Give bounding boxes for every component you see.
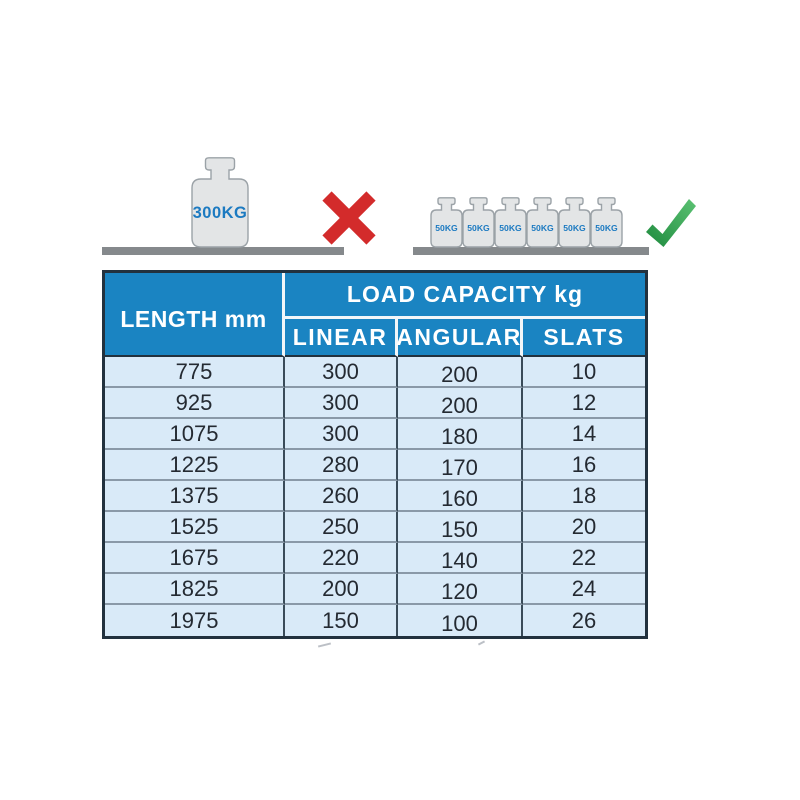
weight-50kg-icon: 50KG — [558, 197, 591, 248]
weight-50kg-icon: 50KG — [462, 197, 495, 248]
header-linear: LINEAR — [285, 319, 398, 357]
table-cell: 925 — [105, 388, 285, 419]
weight-50kg-icon: 50KG — [430, 197, 463, 248]
green-check-icon — [646, 199, 696, 247]
table-cell: 20 — [523, 512, 645, 543]
weight-50kg-label: 50KG — [595, 223, 618, 233]
table-cell: 170 — [398, 450, 523, 481]
weight-50kg-label: 50KG — [467, 223, 490, 233]
table-cell: 16 — [523, 450, 645, 481]
table-cell: 1075 — [105, 419, 285, 450]
shelf-left — [102, 247, 344, 255]
weight-50kg-icon: 50KG — [590, 197, 623, 248]
smudge-mark — [477, 640, 486, 646]
weight-50kg-label: 50KG — [563, 223, 586, 233]
table-cell: 1375 — [105, 481, 285, 512]
table-cell: 140 — [398, 543, 523, 574]
weight-300kg-label: 300KG — [193, 204, 248, 222]
table-cell: 220 — [285, 543, 398, 574]
table-cell: 12 — [523, 388, 645, 419]
table-cell: 260 — [285, 481, 398, 512]
capacity-table: LENGTH mm LOAD CAPACITY kg LINEAR ANGULA… — [102, 270, 648, 639]
smudge-mark — [317, 642, 332, 648]
weight-50kg-label: 50KG — [435, 223, 458, 233]
header-angular: ANGULAR — [396, 319, 523, 357]
weight-50kg-label: 50KG — [531, 223, 554, 233]
table-cell: 10 — [523, 357, 645, 388]
table-cell: 775 — [105, 357, 285, 388]
table-cell: 150 — [285, 605, 398, 636]
table-cell: 26 — [523, 605, 645, 636]
table-cell: 1225 — [105, 450, 285, 481]
weight-50kg-icon: 50KG — [494, 197, 527, 248]
table-cell: 180 — [398, 419, 523, 450]
table-cell: 300 — [285, 388, 398, 419]
red-cross-icon — [322, 191, 376, 245]
table-cell: 14 — [523, 419, 645, 450]
weight-50kg-icon: 50KG — [526, 197, 559, 248]
table-cell: 300 — [285, 357, 398, 388]
table-cell: 300 — [285, 419, 398, 450]
table-cell: 200 — [285, 574, 398, 605]
table-cell: 1525 — [105, 512, 285, 543]
table-cell: 1675 — [105, 543, 285, 574]
table-cell: 120 — [398, 574, 523, 605]
table-cell: 160 — [398, 481, 523, 512]
table-cell: 200 — [398, 388, 523, 419]
table-cell: 280 — [285, 450, 398, 481]
header-load-capacity: LOAD CAPACITY kg — [285, 273, 645, 319]
weight-50kg-label: 50KG — [499, 223, 522, 233]
header-slats: SLATS — [523, 319, 645, 357]
table-cell: 18 — [523, 481, 645, 512]
header-length: LENGTH mm — [105, 273, 285, 357]
shelf-right — [413, 247, 649, 255]
table-cell: 100 — [398, 605, 523, 636]
table-cell: 22 — [523, 543, 645, 574]
table-cell: 24 — [523, 574, 645, 605]
table-cell: 200 — [398, 357, 523, 388]
table-cell: 150 — [398, 512, 523, 543]
weight-300kg-icon: 300KG — [191, 157, 249, 248]
table-cell: 1825 — [105, 574, 285, 605]
table-cell: 250 — [285, 512, 398, 543]
table-cell: 1975 — [105, 605, 285, 636]
